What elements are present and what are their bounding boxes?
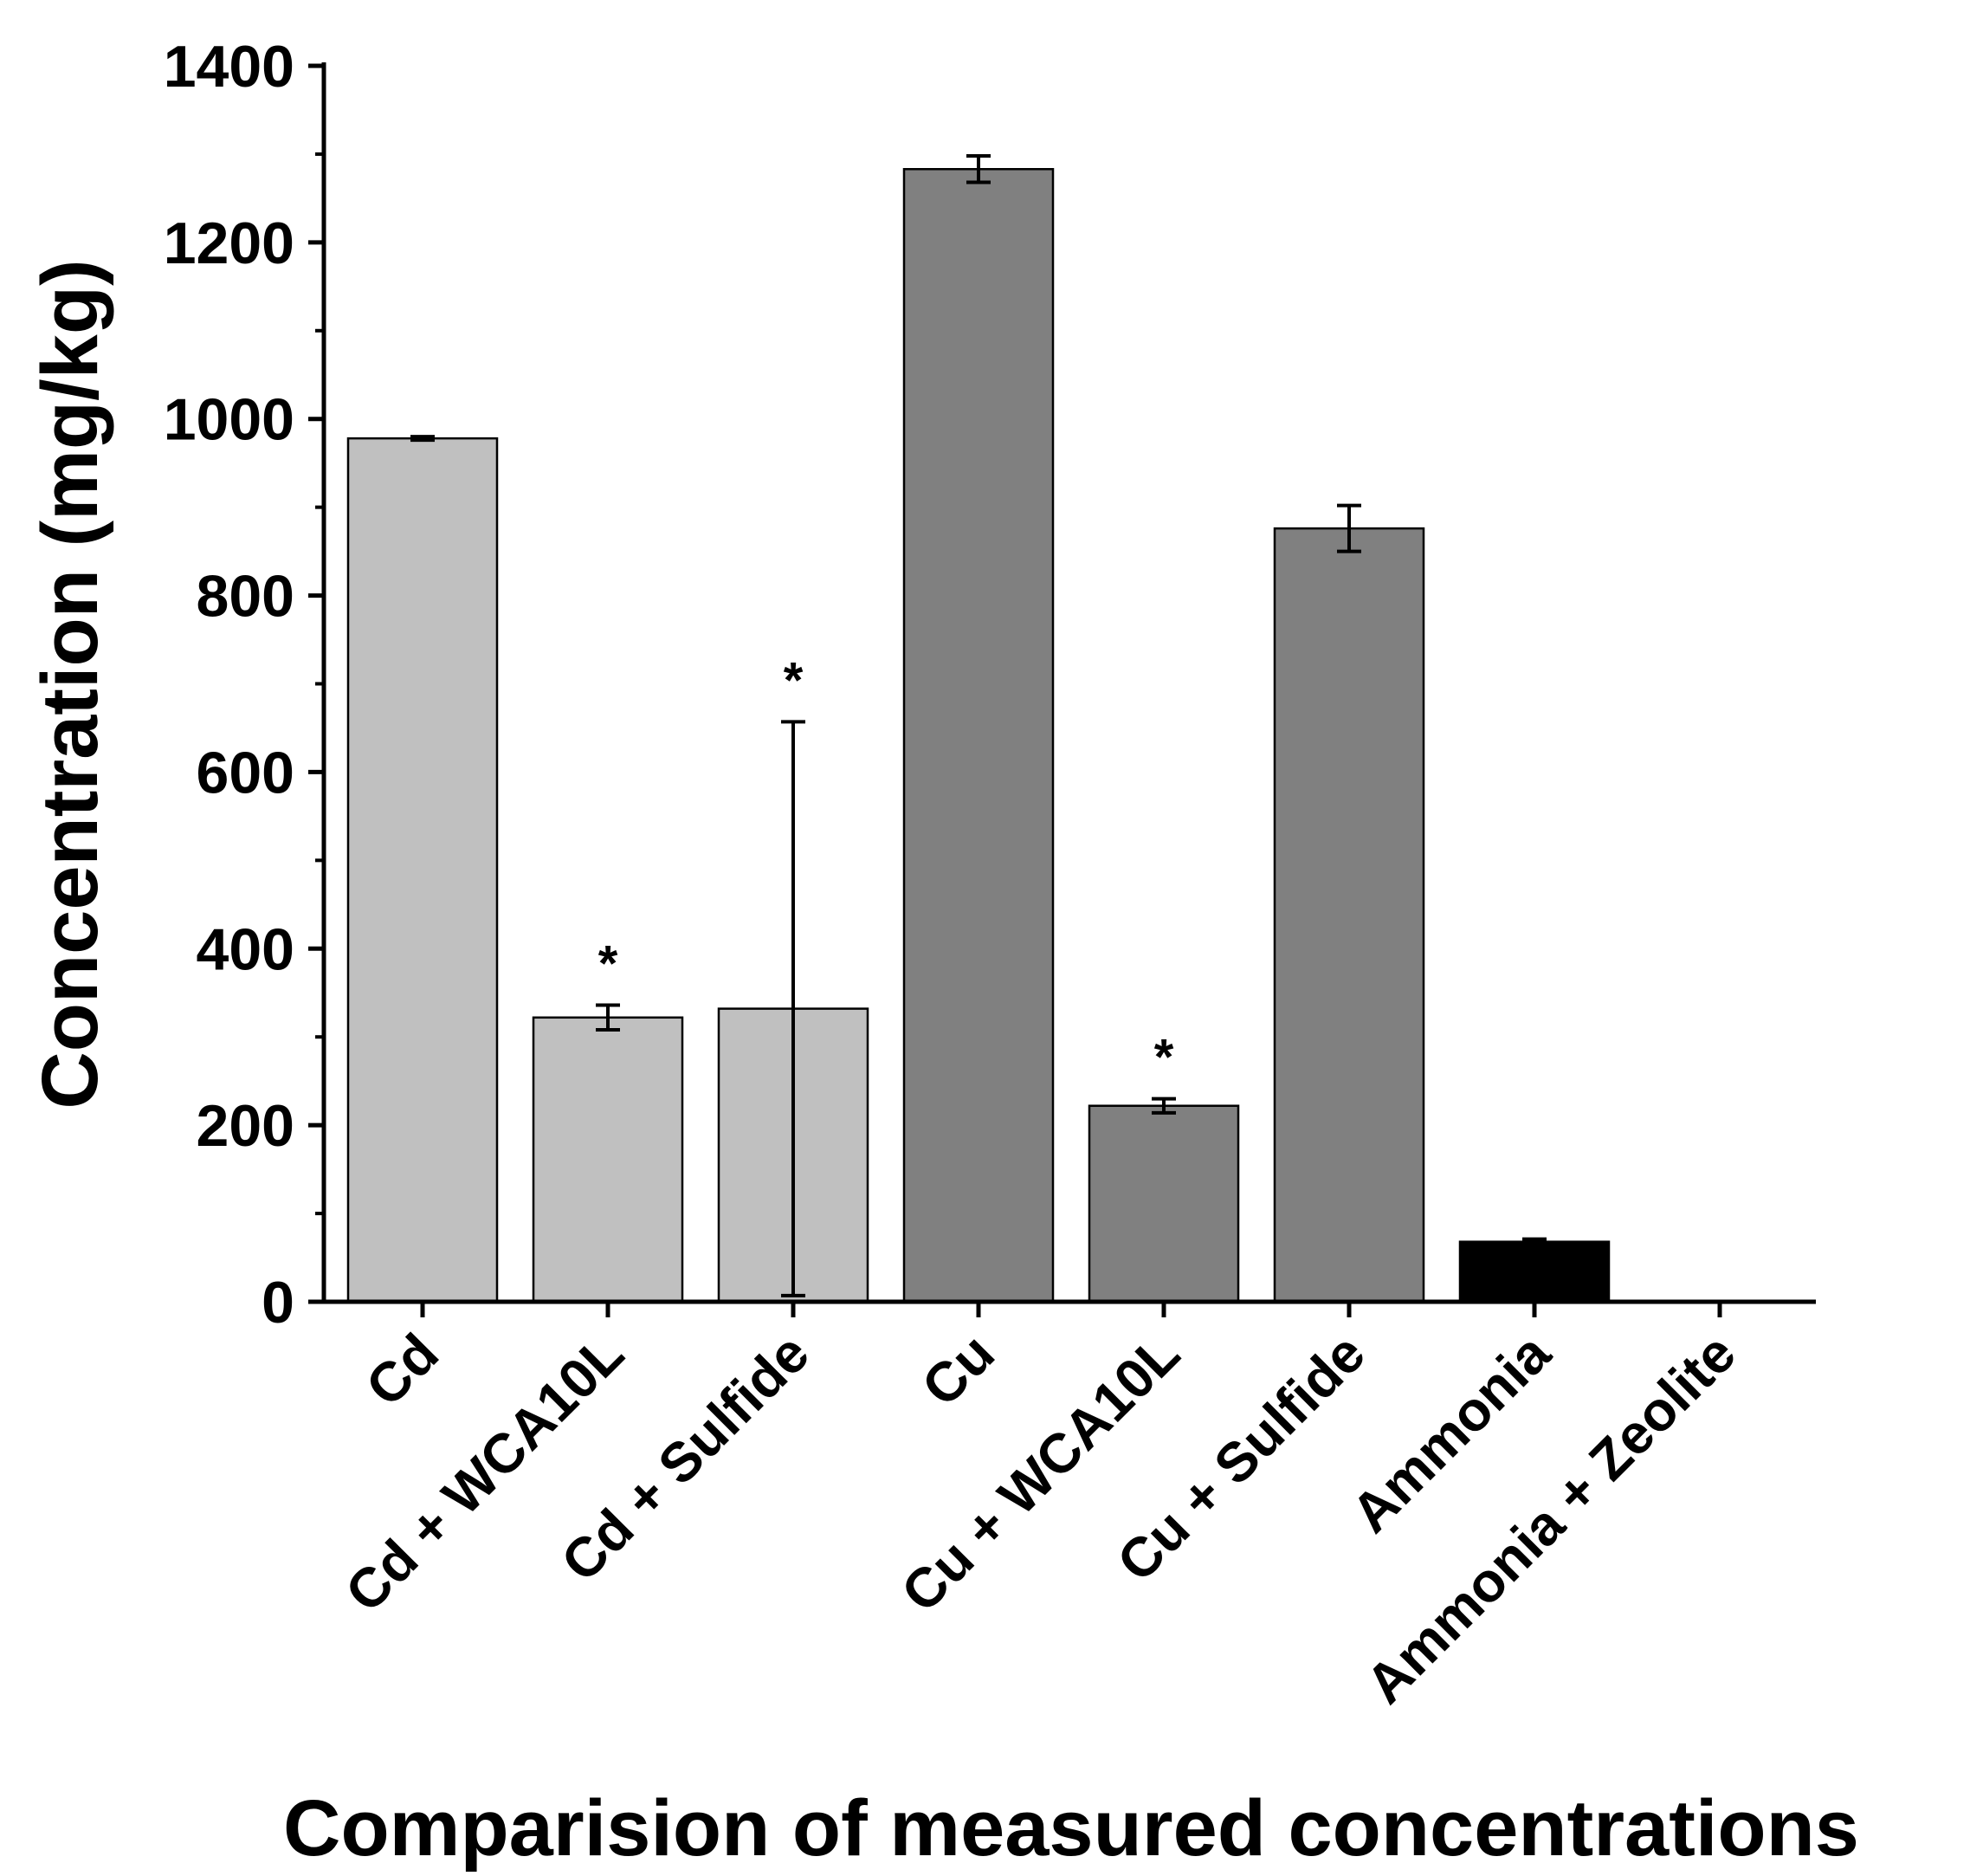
- error-bar-3: [966, 153, 991, 184]
- y-tick-label: 1000: [164, 387, 294, 453]
- bar-1: [532, 1016, 684, 1303]
- x-category-label: Ammonia + Zeolite: [1353, 1322, 1747, 1716]
- y-axis-title: Concentration (mg/kg): [26, 259, 114, 1109]
- x-category-label: Cd: [354, 1322, 450, 1418]
- x-category-label: Cu: [910, 1322, 1006, 1418]
- y-tick-label: 200: [197, 1093, 294, 1159]
- significance-marker-2: *: [784, 652, 804, 708]
- error-bar-2: [781, 720, 805, 1297]
- significance-marker-1: *: [598, 936, 618, 993]
- bar-4: [1088, 1104, 1240, 1303]
- error-bar-0: [410, 435, 435, 443]
- bar-5: [1273, 527, 1425, 1303]
- y-tick-label: 800: [197, 564, 294, 630]
- bar-6: [1458, 1240, 1611, 1303]
- error-bar-5: [1337, 503, 1361, 553]
- significance-marker-4: *: [1154, 1030, 1174, 1086]
- bar-3: [902, 168, 1055, 1303]
- bars-layer: [346, 168, 1611, 1303]
- error-bar-4: [1152, 1096, 1176, 1115]
- y-tick-label: 600: [197, 740, 294, 805]
- error-bar-1: [596, 1003, 620, 1032]
- y-tick-label: 0: [262, 1270, 294, 1336]
- error-bars-layer: [410, 153, 1547, 1297]
- significance-markers-layer: * * *: [598, 652, 1174, 1085]
- y-tick-label: 1400: [164, 34, 294, 100]
- y-tick-label: 1200: [164, 210, 294, 276]
- error-bar-6: [1522, 1237, 1547, 1246]
- y-tick-label: 400: [197, 916, 294, 982]
- bar-0: [346, 437, 499, 1303]
- x-axis-title: Comparision of measured concentrations: [283, 1784, 1859, 1873]
